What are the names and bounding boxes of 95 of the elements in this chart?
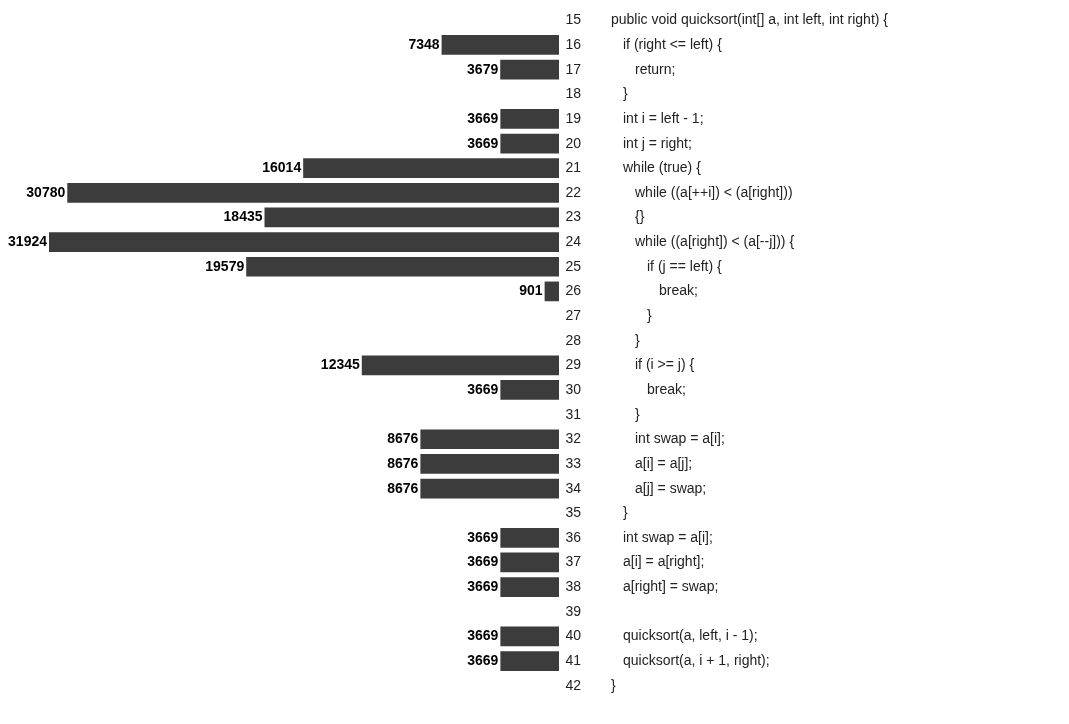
bar [246, 256, 559, 277]
bar [500, 109, 559, 129]
data-label: 7348 [408, 35, 440, 52]
bar [500, 527, 559, 548]
text: } [647, 307, 652, 324]
text: while ((a[++i]) < (a[right])) [634, 183, 793, 200]
bar [420, 454, 559, 474]
bar [420, 478, 559, 499]
text: } [635, 405, 640, 422]
y-tick-label: 35 [565, 504, 582, 521]
bar [303, 158, 559, 179]
text: } [611, 676, 616, 693]
data-label: 8676 [387, 479, 419, 496]
y-tick-label: 22 [565, 183, 582, 200]
y-tick-label: 18 [565, 85, 582, 102]
text: quicksort(a, left, i - 1); [623, 627, 758, 644]
data-label: 3669 [467, 578, 499, 595]
data-label: 3669 [467, 134, 499, 151]
bar [500, 651, 559, 671]
y-tick-label: 36 [565, 528, 582, 545]
bar [441, 35, 559, 55]
y-tick-label: 17 [565, 60, 582, 77]
y-tick-label: 29 [565, 356, 582, 373]
text: return; [635, 60, 676, 77]
y-tick-label: 26 [565, 282, 582, 299]
y-tick-label: 32 [565, 430, 582, 447]
text: if (j == left) { [647, 257, 723, 274]
data-label: 18435 [223, 208, 263, 225]
y-tick-label: 33 [565, 454, 582, 471]
text: } [623, 504, 628, 521]
y-tick-label: 41 [565, 652, 582, 669]
bar [500, 552, 559, 573]
text: a[right] = swap; [623, 578, 719, 595]
text: if (i >= j) { [635, 356, 695, 373]
y-tick-label: 39 [565, 602, 582, 619]
bar [500, 626, 559, 647]
bar [49, 232, 559, 252]
y-tick-label: 25 [565, 257, 582, 274]
data-label: 3669 [467, 109, 499, 126]
text: public void quicksort(int[] a, int left, int right) { [611, 11, 889, 28]
text: int swap = a[i]; [635, 430, 725, 447]
data-label: 3669 [467, 627, 499, 644]
bar [67, 182, 559, 203]
y-tick-label: 16 [565, 35, 582, 52]
y-tick-label: 40 [565, 627, 582, 644]
bar [361, 355, 559, 376]
y-tick-label: 28 [565, 331, 582, 348]
y-tick-label: 31 [565, 405, 582, 422]
text: break; [659, 282, 698, 299]
bar [500, 577, 559, 597]
text: quicksort(a, i + 1, right); [623, 652, 770, 669]
data-label: 30780 [26, 183, 66, 200]
text: {} [635, 208, 645, 225]
bar [500, 380, 559, 400]
text: a[i] = a[right]; [623, 553, 705, 570]
data-label: 12345 [320, 356, 360, 373]
y-tick-label: 23 [565, 208, 582, 225]
text: while ((a[right]) < (a[--j])) { [634, 233, 795, 250]
text: break; [647, 380, 686, 397]
bar [264, 207, 559, 228]
data-label: 19579 [205, 257, 245, 274]
data-label: 901 [519, 282, 543, 299]
text: a[j] = swap; [635, 479, 707, 496]
y-tick-label: 21 [565, 159, 582, 176]
bar [544, 281, 559, 302]
y-tick-label: 42 [565, 676, 582, 693]
data-label: 3669 [467, 380, 499, 397]
data-label: 3669 [467, 553, 499, 570]
y-tick-label: 34 [565, 479, 582, 496]
data-label: 8676 [387, 454, 419, 471]
text: } [635, 331, 640, 348]
data-label: 3669 [467, 528, 499, 545]
data-label: 8676 [387, 430, 419, 447]
y-tick-label: 27 [565, 307, 582, 324]
y-tick-label: 38 [565, 578, 582, 595]
data-label: 16014 [262, 159, 302, 176]
text: int swap = a[i]; [623, 528, 713, 545]
text: int j = right; [623, 134, 692, 151]
y-tick-label: 24 [565, 233, 582, 250]
text: a[i] = a[j]; [635, 454, 693, 471]
y-tick-label: 19 [565, 109, 582, 126]
data-label: 3669 [467, 652, 499, 669]
bar [420, 429, 559, 450]
y-tick-label: 20 [565, 134, 582, 151]
data-label: 3679 [467, 60, 499, 77]
y-tick-label: 30 [565, 380, 582, 397]
y-tick-label: 15 [565, 11, 582, 28]
data-label: 31924 [8, 233, 48, 250]
text: if (right <= left) { [623, 35, 723, 52]
text: while (true) { [622, 159, 702, 176]
bar [500, 133, 559, 154]
text: } [623, 85, 628, 102]
text: int i = left - 1; [623, 109, 704, 126]
y-tick-label: 37 [565, 553, 582, 570]
bar [500, 59, 559, 80]
